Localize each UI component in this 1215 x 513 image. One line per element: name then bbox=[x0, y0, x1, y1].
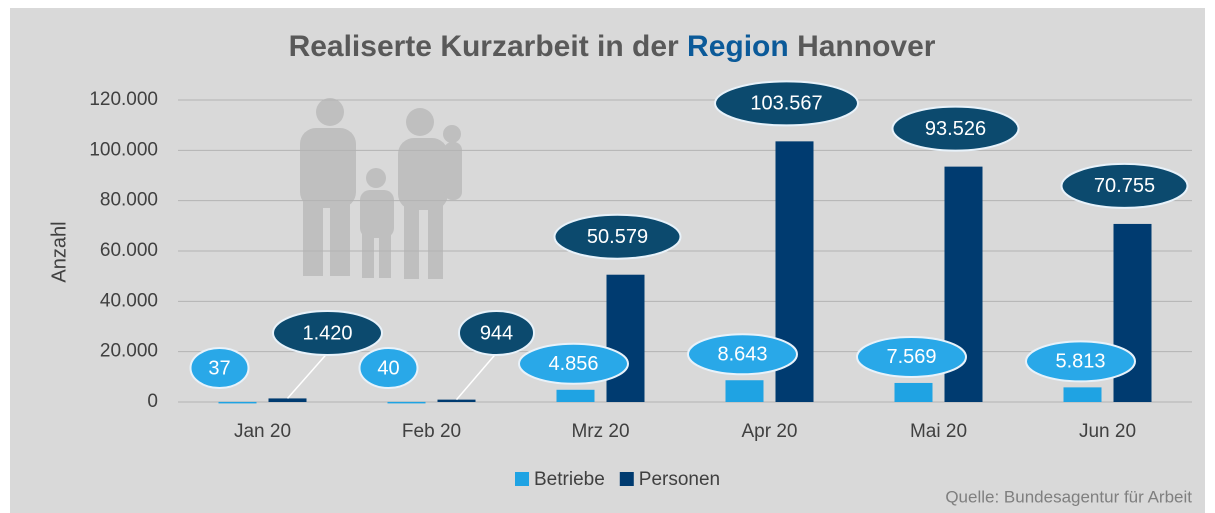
y-axis-label: Anzahl bbox=[48, 221, 70, 282]
value-label-bubble bbox=[891, 105, 1020, 152]
x-tick-label: Jan 20 bbox=[234, 421, 291, 442]
title-part: Realiserte Kurzarbeit in der bbox=[289, 30, 679, 63]
value-label-bubble bbox=[458, 310, 535, 356]
y-tick-label: 40.000 bbox=[100, 290, 158, 311]
legend-label: Betriebe bbox=[534, 469, 605, 490]
value-label-bubble bbox=[687, 333, 798, 376]
y-tick-label: 80.000 bbox=[100, 190, 158, 211]
bar bbox=[894, 382, 933, 402]
x-tick-label: Jun 20 bbox=[1079, 421, 1136, 442]
bar bbox=[437, 399, 476, 402]
value-label: 5.813 bbox=[1055, 351, 1105, 373]
value-label-bubble bbox=[518, 342, 629, 385]
x-tick-label: Mrz 20 bbox=[571, 421, 629, 442]
y-tick-label: 20.000 bbox=[100, 341, 158, 362]
y-tick-label: 120.000 bbox=[89, 89, 158, 110]
value-label-bubble bbox=[1025, 340, 1136, 383]
value-label-bubble bbox=[856, 335, 967, 378]
legend-swatch bbox=[619, 472, 634, 486]
legend-label: Personen bbox=[639, 469, 720, 490]
leader-line bbox=[455, 352, 498, 401]
value-label: 70.755 bbox=[1094, 175, 1155, 197]
value-label-bubble bbox=[553, 213, 682, 260]
value-label: 37 bbox=[208, 357, 230, 379]
x-tick-label: Feb 20 bbox=[402, 421, 461, 442]
bar bbox=[387, 401, 426, 404]
source: Quelle: Bundesagentur für Arbeit bbox=[945, 487, 1192, 506]
value-label-bubble bbox=[272, 310, 383, 356]
value-label-bubble bbox=[358, 347, 419, 389]
bar bbox=[606, 274, 645, 402]
y-tick-label: 100.000 bbox=[89, 139, 158, 160]
value-label-bubble bbox=[714, 80, 859, 127]
bar bbox=[556, 389, 595, 402]
x-tick-label: Mai 20 bbox=[910, 421, 967, 442]
bar bbox=[268, 398, 307, 402]
bar bbox=[725, 380, 764, 402]
value-label: 944 bbox=[480, 322, 513, 344]
legend-swatch bbox=[515, 472, 529, 486]
bar bbox=[218, 401, 257, 404]
value-label: 50.579 bbox=[587, 226, 648, 248]
bar bbox=[1063, 387, 1102, 402]
y-tick-label: 60.000 bbox=[100, 240, 158, 261]
value-label: 40 bbox=[377, 357, 399, 379]
value-label: 103.567 bbox=[750, 93, 822, 115]
leader-line bbox=[286, 352, 329, 399]
value-label: 1.420 bbox=[302, 322, 352, 344]
title-part: Hannover bbox=[797, 30, 936, 63]
value-label-bubble bbox=[1060, 162, 1189, 209]
x-tick-label: Apr 20 bbox=[742, 421, 798, 442]
value-label: 8.643 bbox=[717, 344, 767, 366]
title-highlight: Region bbox=[687, 30, 789, 63]
silhouette bbox=[300, 98, 462, 279]
chart-title: Realiserte Kurzarbeit in der Region Hann… bbox=[289, 30, 936, 63]
value-label-bubble bbox=[189, 347, 250, 389]
value-label: 93.526 bbox=[925, 118, 986, 140]
y-tick-label: 0 bbox=[147, 391, 158, 412]
panel bbox=[10, 8, 1205, 513]
value-label: 7.569 bbox=[886, 346, 936, 368]
value-label: 4.856 bbox=[548, 353, 598, 375]
